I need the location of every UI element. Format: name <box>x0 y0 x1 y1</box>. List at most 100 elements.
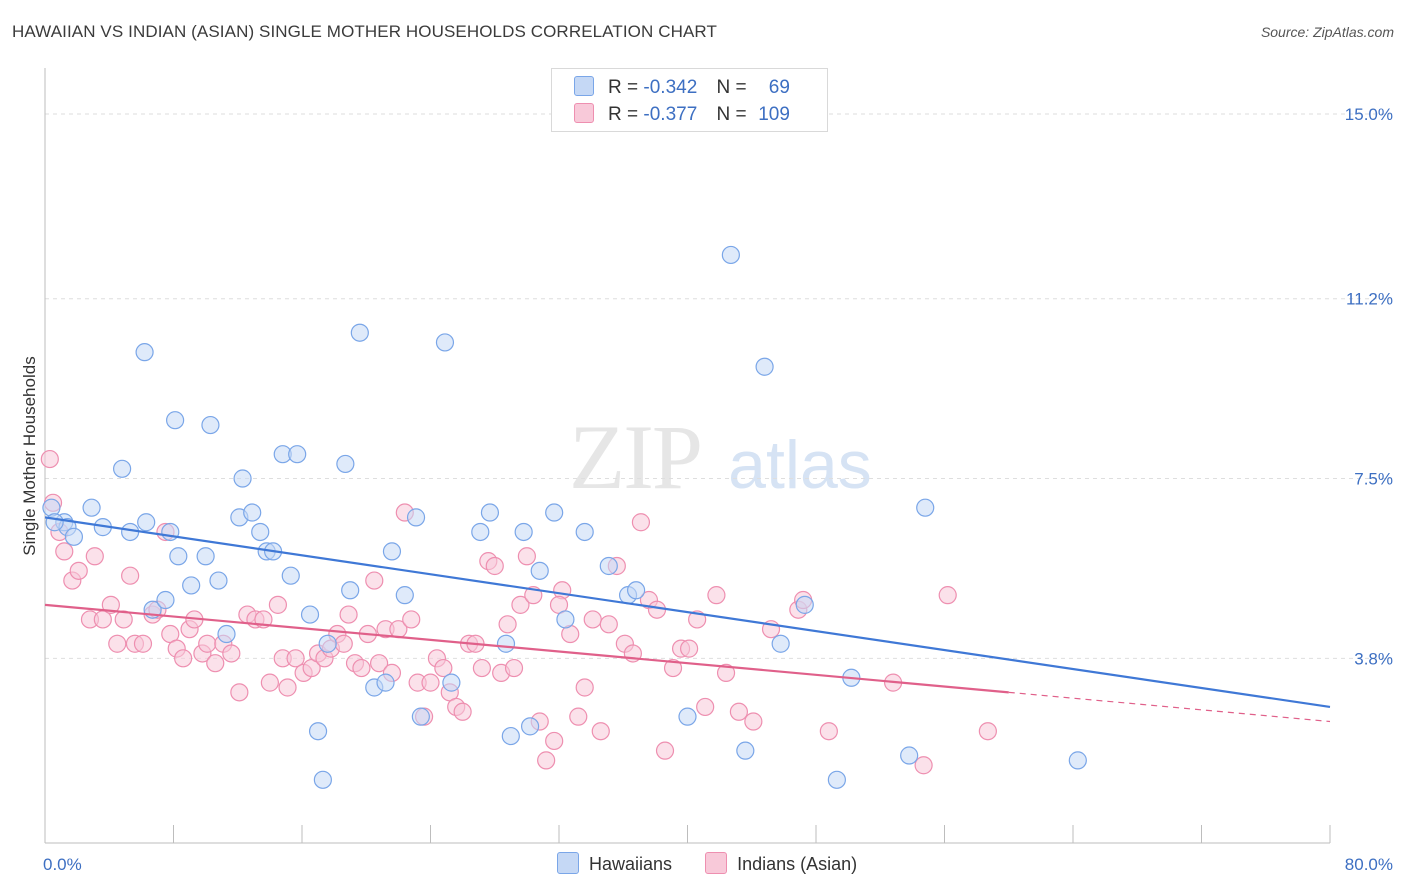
data-point <box>480 503 500 522</box>
data-point <box>300 605 320 624</box>
data-point <box>569 707 588 726</box>
data-point <box>121 522 140 542</box>
data-point <box>631 513 651 532</box>
data-point <box>435 333 455 352</box>
data-point <box>137 513 156 532</box>
trend-line-indians <box>44 603 1009 694</box>
legend-r-label: R = <box>608 104 639 125</box>
data-point <box>108 634 127 653</box>
legend-label-indians: Indians (Asian) <box>737 854 858 874</box>
tick-labels: 3.8% 7.5% 11.2% 15.0% 0.0% 80.0% <box>43 105 1393 874</box>
data-point <box>827 770 846 789</box>
data-point <box>1068 751 1087 770</box>
legend-item-indians[interactable]: Indians (Asian) <box>705 852 857 875</box>
data-point <box>334 634 353 653</box>
data-point <box>286 649 305 668</box>
legend-n-label: N = <box>716 77 747 98</box>
data-point <box>40 449 59 469</box>
data-point <box>243 503 262 522</box>
series-legend: Hawaiians Indians (Asian) <box>557 852 885 875</box>
x-tick-label: 80.0% <box>1345 855 1393 874</box>
y-tick-label: 11.2% <box>1346 290 1393 309</box>
grid-lines <box>45 113 1392 659</box>
data-point <box>402 610 421 629</box>
data-point <box>318 634 337 653</box>
data-point <box>511 595 530 614</box>
data-point <box>222 644 241 663</box>
data-point <box>471 522 490 542</box>
data-point <box>166 411 185 430</box>
data-point <box>69 561 88 580</box>
data-point <box>501 726 520 746</box>
data-point <box>336 454 355 474</box>
data-point <box>938 586 957 605</box>
legend-item-hawaiians[interactable]: Hawaiians <box>557 852 672 875</box>
data-point <box>514 522 533 542</box>
data-point <box>352 658 371 678</box>
data-point <box>755 357 774 376</box>
data-point <box>421 673 440 692</box>
data-point <box>485 556 504 576</box>
y-tick-label: 3.8% <box>1354 649 1393 668</box>
data-point <box>182 576 201 595</box>
data-point <box>900 746 919 765</box>
data-point <box>680 639 699 658</box>
chart-title: HAWAIIAN VS INDIAN (ASIAN) SINGLE MOTHER… <box>12 22 717 41</box>
data-point <box>370 654 389 673</box>
data-point <box>472 658 491 678</box>
data-point <box>795 595 814 614</box>
data-point <box>268 595 288 614</box>
watermark-zip: ZIP <box>569 406 701 508</box>
legend-r-value: -0.342 <box>643 77 698 98</box>
data-point <box>196 547 215 566</box>
data-point <box>736 741 755 760</box>
data-point <box>537 751 556 770</box>
data-point <box>156 590 175 610</box>
data-point <box>82 498 101 517</box>
data-point <box>121 566 140 585</box>
data-point <box>716 663 736 683</box>
data-point <box>281 566 300 585</box>
data-point <box>161 522 180 542</box>
data-point <box>647 600 667 619</box>
legend-n-value: 109 <box>758 104 790 125</box>
legend-swatch-indians <box>574 103 594 123</box>
data-point <box>729 702 749 721</box>
data-point <box>530 561 549 580</box>
legend-label-hawaiians: Hawaiians <box>589 854 673 874</box>
y-tick-label: 7.5% <box>1354 470 1393 489</box>
data-point <box>707 586 726 605</box>
legend-swatch-indians <box>705 852 728 874</box>
data-point <box>591 722 610 741</box>
chart-source: Source: ZipAtlas.com <box>1260 24 1394 40</box>
y-tick-label: 15.0% <box>1345 105 1393 124</box>
legend-swatch-hawaiians <box>557 852 579 874</box>
data-point <box>496 634 516 653</box>
data-point <box>209 571 228 590</box>
data-point <box>545 731 564 751</box>
legend-n-value: 69 <box>768 77 790 98</box>
data-point <box>233 469 252 488</box>
data-point <box>744 712 763 731</box>
data-point <box>575 678 594 697</box>
data-point <box>575 522 594 542</box>
data-point <box>916 498 935 517</box>
stats-legend-row-hawaiians: R = -0.342 N = 69 <box>574 76 790 98</box>
data-point <box>678 707 697 726</box>
data-point <box>206 654 225 673</box>
data-point <box>230 683 249 702</box>
legend-n-label: N = <box>716 104 747 125</box>
data-point <box>101 595 120 614</box>
data-point <box>663 658 683 678</box>
data-point <box>339 605 358 624</box>
data-point <box>260 673 279 692</box>
legend-r-label: R = <box>608 77 639 98</box>
data-point <box>442 673 461 692</box>
data-point <box>978 722 997 741</box>
data-point <box>599 615 618 634</box>
data-point <box>251 522 270 542</box>
data-point <box>288 445 307 464</box>
data-point <box>85 547 104 566</box>
data-point <box>520 717 540 736</box>
